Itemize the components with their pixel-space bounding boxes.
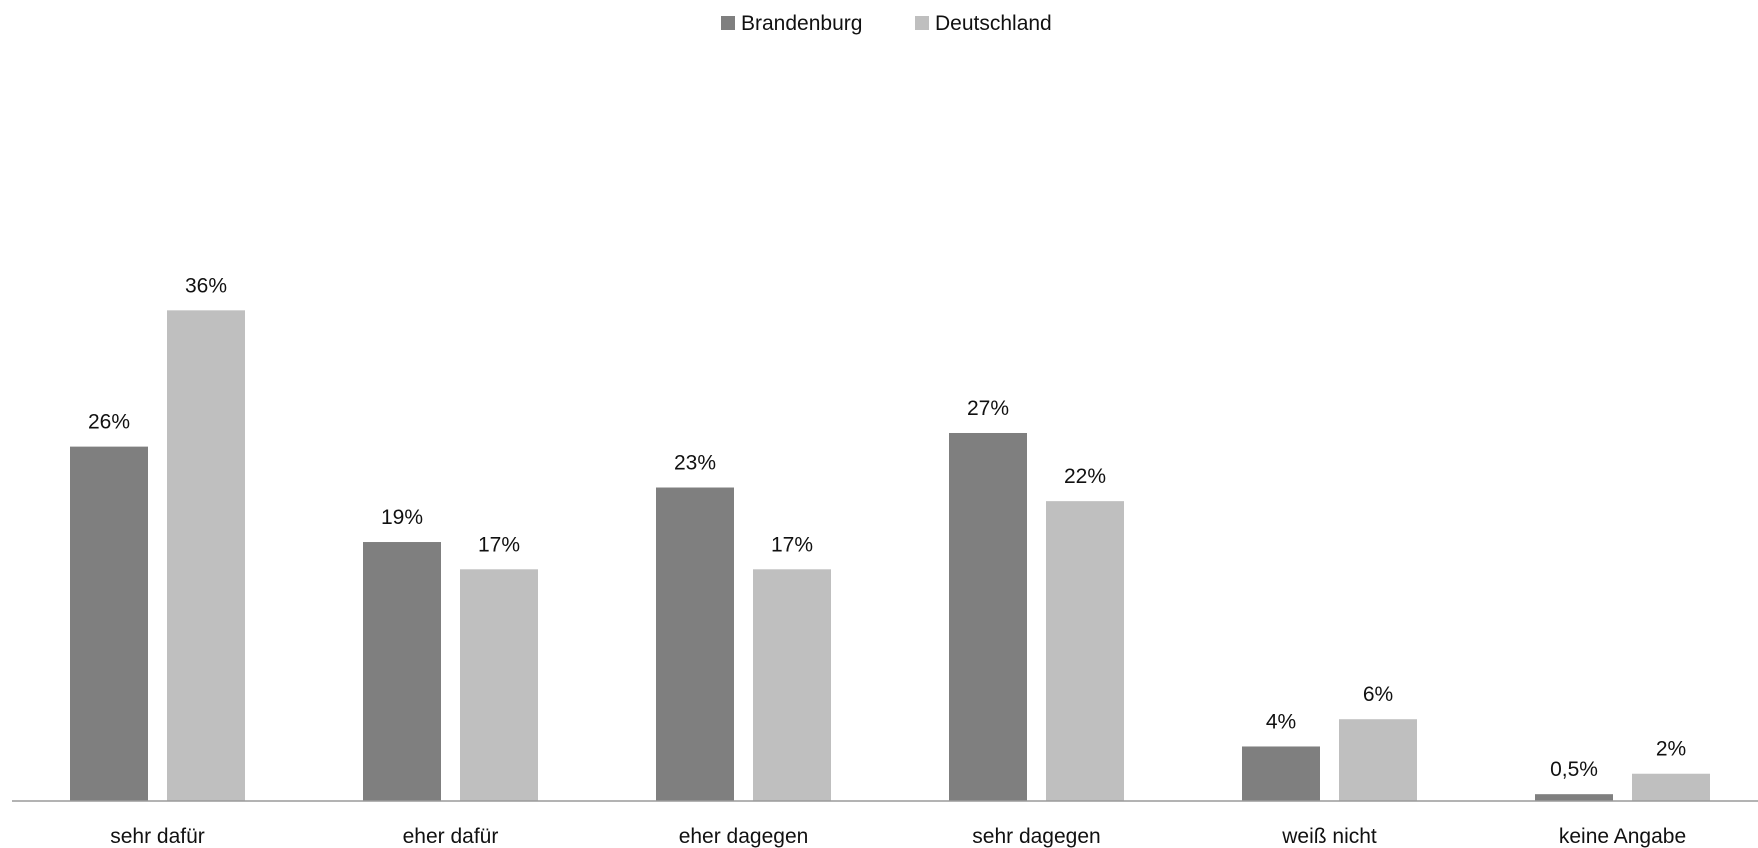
value-label-brandenburg-3: 27% (967, 397, 1009, 420)
chart-legend: Brandenburg Deutschland (721, 12, 1052, 35)
bar-deutschland-5 (1632, 773, 1710, 801)
bar-deutschland-1 (460, 569, 538, 801)
value-label-brandenburg-0: 26% (88, 411, 130, 434)
value-label-deutschland-4: 6% (1363, 683, 1393, 706)
bar-deutschland-0 (167, 310, 245, 801)
value-label-brandenburg-1: 19% (381, 506, 423, 529)
category-label-4: weiß nicht (1281, 825, 1377, 848)
legend-swatch-brandenburg (721, 16, 735, 30)
category-label-2: eher dagegen (679, 825, 809, 848)
bar-brandenburg-2 (656, 487, 734, 801)
category-label-5: keine Angabe (1559, 825, 1686, 848)
legend-label-deutschland: Deutschland (935, 12, 1052, 35)
category-labels: sehr dafür eher dafür eher dagegen sehr dag… (110, 825, 1686, 848)
legend-swatch-deutschland (915, 16, 929, 30)
bar-brandenburg-4 (1242, 746, 1320, 801)
bar-brandenburg-5 (1535, 794, 1613, 801)
bar-brandenburg-1 (363, 542, 441, 801)
category-label-1: eher dafür (403, 825, 499, 848)
value-label-deutschland-3: 22% (1064, 465, 1106, 488)
legend-label-brandenburg: Brandenburg (741, 12, 862, 35)
bar-deutschland-2 (753, 569, 831, 801)
value-label-deutschland-1: 17% (478, 533, 520, 556)
value-label-deutschland-2: 17% (771, 533, 813, 556)
category-label-3: sehr dagegen (972, 825, 1100, 848)
value-labels: 26% 36% 19% 17% 23% 17% 27% 22% 4% 6% 0,5% 2% (88, 274, 1686, 781)
bar-deutschland-3 (1046, 501, 1124, 801)
bar-group (70, 310, 1710, 801)
value-label-brandenburg-5: 0,5% (1550, 758, 1598, 781)
category-label-0: sehr dafür (110, 825, 205, 848)
bar-brandenburg-3 (949, 432, 1027, 801)
value-label-deutschland-0: 36% (185, 274, 227, 297)
value-label-brandenburg-4: 4% (1266, 710, 1296, 733)
value-label-deutschland-5: 2% (1656, 738, 1686, 761)
value-label-brandenburg-2: 23% (674, 452, 716, 475)
bar-deutschland-4 (1339, 719, 1417, 801)
bar-brandenburg-0 (70, 446, 148, 801)
